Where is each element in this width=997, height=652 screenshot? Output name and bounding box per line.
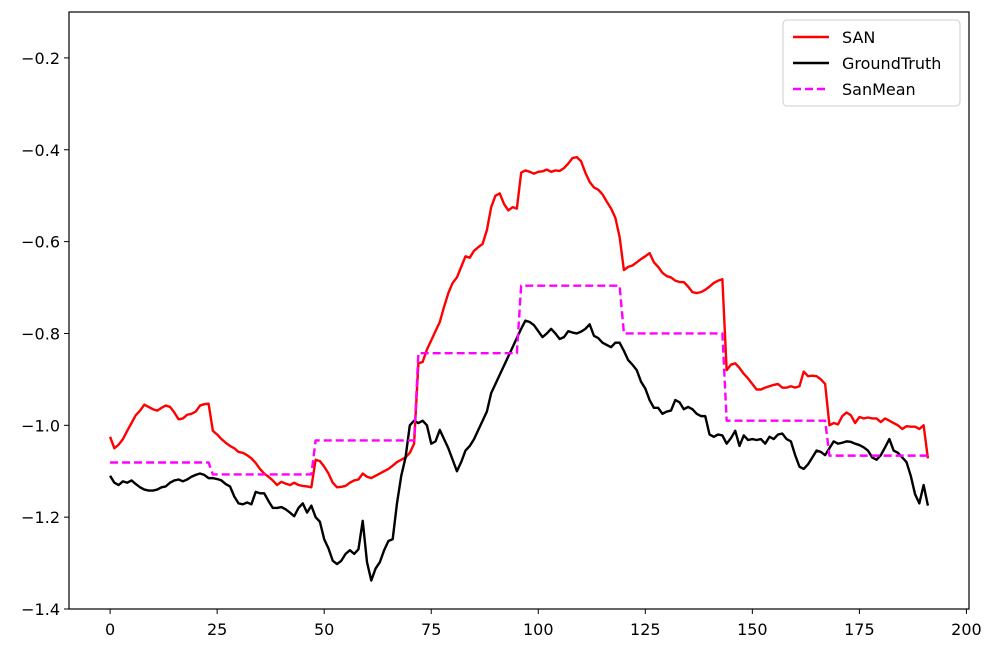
series-layer: [108, 155, 930, 582]
y-tick-label: −0.4: [21, 141, 60, 160]
legend-label-groundtruth: GroundTruth: [842, 54, 941, 73]
y-tick-label: −0.2: [21, 49, 60, 68]
x-tick-label: 100: [523, 620, 554, 639]
x-tick-label: 175: [844, 620, 875, 639]
x-tick-label: 200: [951, 620, 982, 639]
x-axis: 0 25 50 75 100 125 150 175 200: [105, 609, 982, 639]
y-tick-label: −1.2: [21, 508, 60, 527]
x-tick-label: 0: [105, 620, 115, 639]
y-axis: −1.4 −1.2 −1.0 −0.8 −0.6 −0.4 −0.2: [21, 49, 69, 619]
series-line-groundtruth: [109, 319, 930, 582]
x-tick-label: 125: [630, 620, 661, 639]
x-tick-label: 50: [314, 620, 334, 639]
legend-box: [782, 19, 961, 107]
y-tick-label: −0.6: [21, 233, 60, 252]
plot-frame: [68, 11, 970, 610]
x-tick-label: 25: [207, 620, 227, 639]
y-tick-label: −1.4: [21, 600, 60, 619]
x-tick-label: 150: [737, 620, 768, 639]
legend-label-san: SAN: [842, 28, 875, 47]
x-tick-label: 75: [421, 620, 441, 639]
legend-label-sanmean: SanMean: [842, 80, 916, 99]
y-tick-label: −0.8: [21, 324, 60, 343]
legend: SAN GroundTruth SanMean: [782, 19, 961, 107]
series-line-san: [108, 155, 930, 489]
series-line-sanmean: [110, 284, 928, 476]
y-tick-label: −1.0: [21, 416, 60, 435]
